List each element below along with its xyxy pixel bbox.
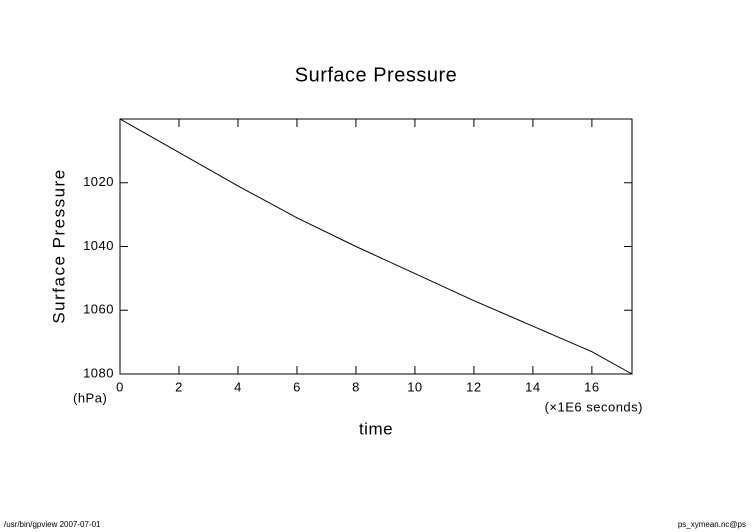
chart-title: Surface Pressure bbox=[295, 64, 458, 86]
x-axis-unit: (×1E6 seconds) bbox=[545, 399, 643, 414]
y-axis-unit: (hPa) bbox=[73, 390, 107, 405]
y-tick-label: 1060 bbox=[83, 302, 114, 317]
x-tick-label: 2 bbox=[175, 379, 183, 394]
x-axis-label: time bbox=[359, 419, 393, 438]
y-axis-label: Surface Pressure bbox=[49, 168, 68, 323]
data-line bbox=[119, 118, 633, 375]
x-tick-label: 6 bbox=[293, 379, 301, 394]
footer-right: ps_xymean.nc@ps bbox=[678, 520, 746, 529]
y-tick-label: 1020 bbox=[83, 174, 114, 189]
x-tick-label: 8 bbox=[352, 379, 360, 394]
x-tick-label: 0 bbox=[116, 379, 124, 394]
footer-left: /usr/bin/gpview 2007-07-01 bbox=[4, 520, 101, 529]
y-tick-label: 1080 bbox=[83, 365, 114, 380]
x-tick-label: 10 bbox=[407, 379, 422, 394]
x-tick-label: 14 bbox=[525, 379, 540, 394]
y-tick-label: 1040 bbox=[83, 238, 114, 253]
x-tick-label: 4 bbox=[234, 379, 242, 394]
x-tick-label: 12 bbox=[466, 379, 481, 394]
x-tick-label: 16 bbox=[584, 379, 599, 394]
